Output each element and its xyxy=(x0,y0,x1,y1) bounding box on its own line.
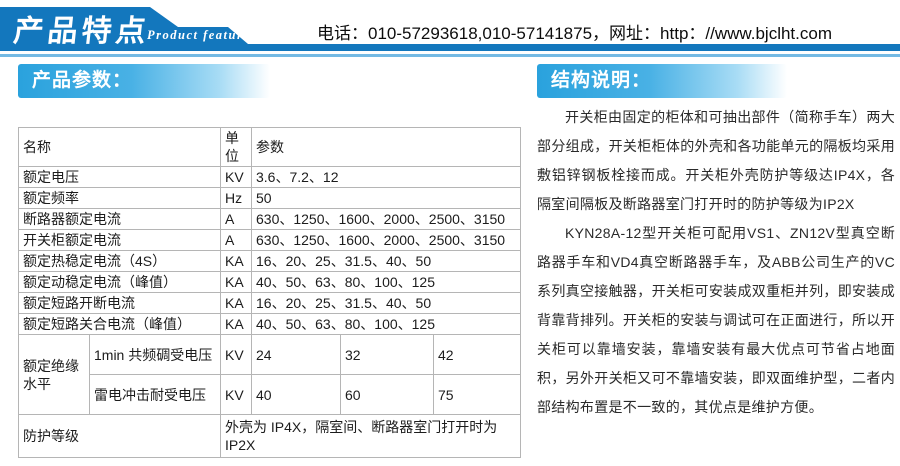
insulation-value-cell: 60 xyxy=(340,374,434,415)
table-row: 断路器额定电流 A 630、1250、1600、2000、2500、3150 xyxy=(18,208,522,230)
table-row: 额定短路关合电流（峰值） KA 40、50、63、80、100、125 xyxy=(18,313,522,335)
table-row: 额定热稳定电流（4S） KA 16、20、25、31.5、40、50 xyxy=(18,250,522,272)
unit-cell: KA xyxy=(220,313,252,335)
param-name-cell: 额定电压 xyxy=(18,166,221,188)
banner-blue-ribbon xyxy=(0,7,900,51)
parameters-table: 名称 单位 参数 额定电压 KV 3.6、7.2、12 额定频率 Hz 50 断… xyxy=(18,127,522,458)
insulation-group-cell: 额定绝缘水平 xyxy=(18,334,90,415)
structure-paragraph-1: 开关柜由固定的柜体和可抽出部件（简称手车）两大部分组成，开关柜柜体的外壳和各功能… xyxy=(537,109,895,212)
banner-light-line xyxy=(0,54,900,57)
param-value-cell: 3.6、7.2、12 xyxy=(250,166,522,188)
header-unit: 单位 xyxy=(220,127,252,167)
table-row-protection: 防护等级 外壳为 IP4X，隔室间、断路器室门打开时为 IP2X xyxy=(18,414,522,458)
param-name-cell: 开关柜额定电流 xyxy=(18,229,221,251)
param-value-cell: 16、20、25、31.5、40、50 xyxy=(250,292,522,314)
table-header-row: 名称 单位 参数 xyxy=(18,127,522,167)
param-name-cell: 额定短路开断电流 xyxy=(18,292,221,314)
param-value-cell: 40、50、63、80、100、125 xyxy=(250,313,522,335)
unit-cell: KV xyxy=(220,334,252,375)
unit-cell: KA xyxy=(220,292,252,314)
section-header-parameters: 产品参数： xyxy=(18,64,270,98)
protection-value-cell: 外壳为 IP4X，隔室间、断路器室门打开时为 IP2X xyxy=(219,414,522,458)
insulation-value-cell: 32 xyxy=(340,334,434,375)
parameters-section-title: 产品参数： xyxy=(32,70,133,91)
table-row: 额定动稳定电流（峰值） KA 40、50、63、80、100、125 xyxy=(18,271,522,293)
unit-cell: KA xyxy=(220,271,252,293)
page-title: 产品特点 xyxy=(11,15,152,48)
unit-cell: KV xyxy=(220,374,252,415)
section-header-structure: 结构说明： xyxy=(537,64,787,98)
unit-cell: A xyxy=(220,229,252,251)
structure-section-title: 结构说明： xyxy=(551,70,652,91)
param-name-cell: 额定短路关合电流（峰值） xyxy=(18,313,221,335)
insulation-value-cell: 42 xyxy=(432,334,522,375)
unit-cell: KA xyxy=(220,250,252,272)
protection-name-cell: 防护等级 xyxy=(18,414,221,458)
unit-cell: KV xyxy=(220,166,252,188)
structure-paragraph-2: KYN28A-12型开关柜可配用VS1、ZN12V型真空断路器手车和VD4真空断… xyxy=(537,225,895,415)
param-name-cell: 断路器额定电流 xyxy=(18,208,221,230)
page-subtitle: Product features xyxy=(147,28,257,42)
param-name-cell: 额定频率 xyxy=(18,187,221,209)
table-row: 额定电压 KV 3.6、7.2、12 xyxy=(18,166,522,188)
banner-shape xyxy=(0,7,900,57)
param-name-cell: 额定动稳定电流（峰值） xyxy=(18,271,221,293)
table-row-insulation-2: 雷电冲击耐受电压 KV 40 60 75 xyxy=(19,374,522,415)
unit-cell: A xyxy=(220,208,252,230)
insulation-sub-name-cell: 雷电冲击耐受电压 xyxy=(89,374,221,415)
param-value-cell: 630、1250、1600、2000、2500、3150 xyxy=(250,208,522,230)
table-row: 开关柜额定电流 A 630、1250、1600、2000、2500、3150 xyxy=(18,229,522,251)
table-row-insulation-1: 额定绝缘水平 1min 共频碉受电压 KV 24 32 42 xyxy=(18,334,522,415)
contact-info: 电话：010-57293618,010-57141875，网址：http：//w… xyxy=(317,24,832,43)
header-name: 名称 xyxy=(18,127,221,167)
param-value-cell: 40、50、63、80、100、125 xyxy=(250,271,522,293)
param-value-cell: 16、20、25、31.5、40、50 xyxy=(250,250,522,272)
unit-cell: Hz xyxy=(220,187,252,209)
insulation-sub-name-cell: 1min 共频碉受电压 xyxy=(89,334,221,375)
table-row: 额定频率 Hz 50 xyxy=(18,187,522,209)
param-value-cell: 50 xyxy=(250,187,522,209)
structure-description: 开关柜由固定的柜体和可抽出部件（简称手车）两大部分组成，开关柜柜体的外壳和各功能… xyxy=(537,103,895,422)
insulation-value-cell: 75 xyxy=(432,374,522,415)
param-value-cell: 630、1250、1600、2000、2500、3150 xyxy=(250,229,522,251)
insulation-value-cell: 40 xyxy=(251,374,341,415)
table-row: 额定短路开断电流 KA 16、20、25、31.5、40、50 xyxy=(18,292,522,314)
header-param: 参数 xyxy=(250,127,522,167)
param-name-cell: 额定热稳定电流（4S） xyxy=(18,250,221,272)
insulation-value-cell: 24 xyxy=(251,334,341,375)
